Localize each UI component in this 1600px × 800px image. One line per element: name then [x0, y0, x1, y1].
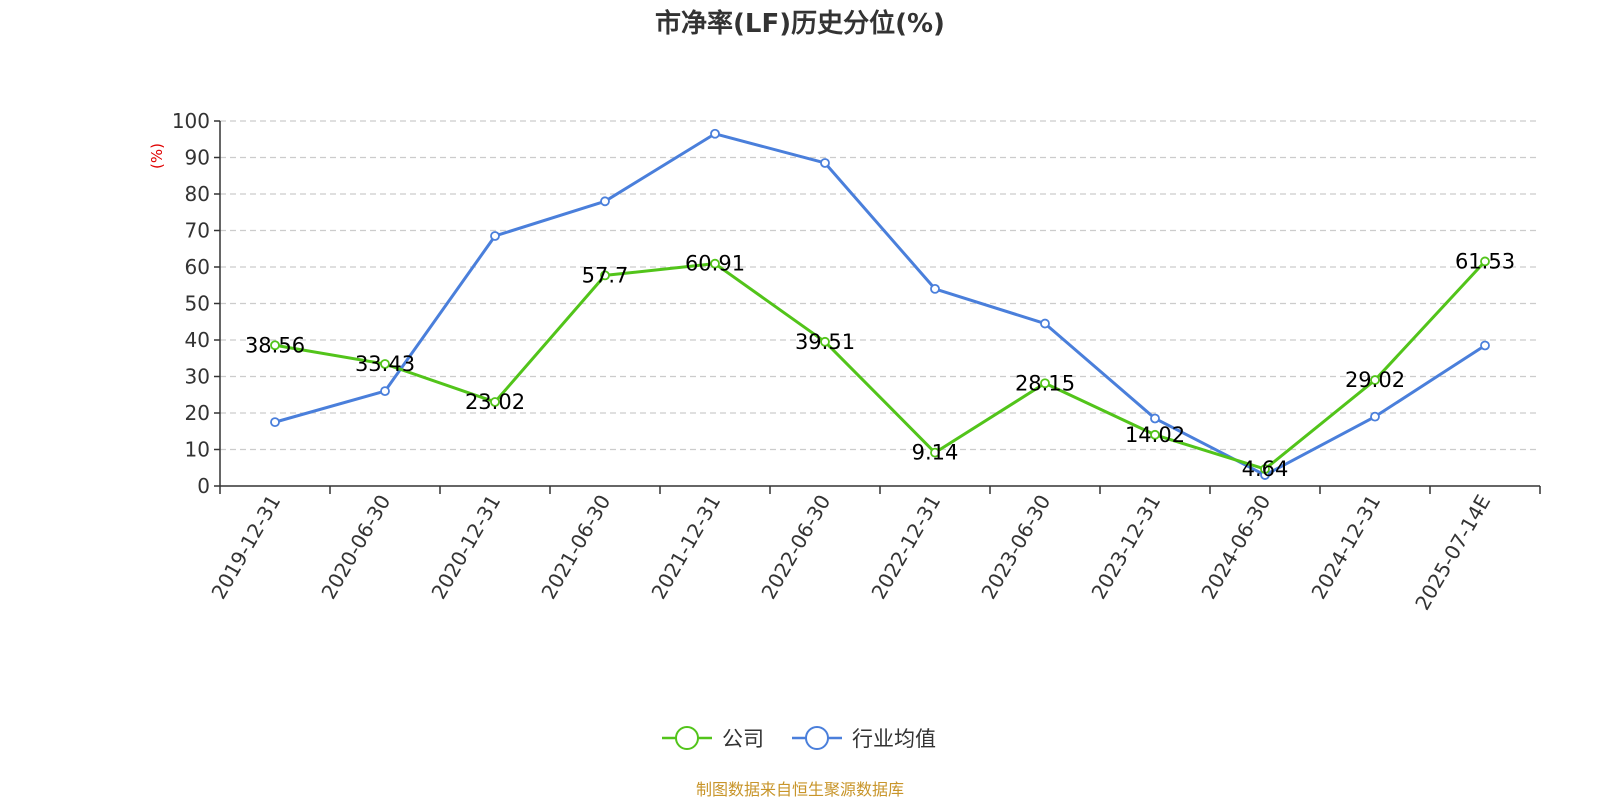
- data-point: [1370, 375, 1380, 385]
- x-tick-label: 2025-07-14E: [1410, 491, 1495, 615]
- data-point: [600, 196, 610, 207]
- y-tick-label: 30: [185, 365, 210, 389]
- y-tick-label: 20: [185, 401, 210, 425]
- data-point: [270, 340, 280, 351]
- data-point: [270, 417, 280, 428]
- legend-label: 行业均值: [852, 727, 936, 751]
- legend-label: 公司: [722, 727, 764, 751]
- data-point: [1040, 318, 1050, 329]
- y-tick-label: 40: [185, 328, 210, 352]
- x-tick-label: 2022-12-31: [866, 491, 945, 604]
- y-tick-label: 100: [172, 109, 210, 133]
- source-note: 制图数据来自恒生聚源数据库: [696, 780, 904, 799]
- x-tick-label: 2022-06-30: [756, 491, 835, 604]
- data-label: 9.14: [912, 441, 959, 465]
- data-label: 14.02: [1125, 423, 1185, 447]
- data-label: 38.56: [245, 333, 305, 357]
- data-label: 28.15: [1015, 371, 1075, 395]
- data-point: [1040, 378, 1050, 389]
- data-point: [930, 283, 940, 294]
- data-point: [380, 359, 390, 369]
- y-tick-label: 10: [185, 438, 210, 462]
- data-labels: 38.56 33.43 23.02 57.7 60.91 39.51 9.14 28.15 14…: [245, 249, 1515, 481]
- data-point: [930, 447, 940, 458]
- x-tick-label: 2021-06-30: [536, 491, 615, 604]
- data-point: [380, 386, 390, 397]
- data-label: 29.02: [1345, 368, 1405, 392]
- data-label: 57.7: [582, 263, 629, 287]
- legend-marker: [805, 726, 829, 750]
- data-label: 61.53: [1455, 249, 1515, 273]
- y-tick-label: 0: [197, 474, 210, 498]
- data-point: [1480, 340, 1490, 351]
- data-point: [490, 231, 500, 241]
- data-point: [1260, 464, 1270, 474]
- data-point: [710, 258, 720, 269]
- data-label: 33.43: [355, 352, 415, 376]
- data-point: [710, 128, 720, 139]
- legend[interactable]: 公司 行业均值: [662, 726, 936, 751]
- series-group: [270, 128, 1490, 480]
- data-label: 23.02: [465, 390, 525, 414]
- data-point: [1150, 413, 1160, 424]
- x-tick-label: 2021-12-31: [646, 491, 725, 604]
- y-axis-ticks: 0 10 20 30 40 50 60 70 80 90 100: [172, 109, 220, 498]
- data-point: [1480, 256, 1490, 267]
- y-tick-label: 90: [185, 146, 210, 170]
- x-tick-label: 2024-06-30: [1196, 491, 1275, 604]
- y-axis-unit: (%): [148, 143, 166, 169]
- series-line: [274, 260, 1487, 471]
- y-tick-label: 60: [185, 255, 210, 279]
- x-tick-label: 2019-12-31: [206, 491, 285, 604]
- legend-marker: [675, 726, 699, 750]
- x-tick-label: 2020-12-31: [426, 491, 505, 604]
- data-point: [600, 270, 610, 281]
- data-point: [820, 158, 830, 168]
- data-point: [1370, 411, 1380, 422]
- x-tick-label: 2023-12-31: [1086, 491, 1165, 604]
- data-point: [490, 397, 500, 407]
- x-tick-label: 2024-12-31: [1306, 491, 1385, 604]
- series-line: [274, 132, 1486, 477]
- chart-title: 市净率(LF)历史分位(%): [655, 8, 945, 39]
- y-tick-label: 80: [185, 182, 210, 206]
- grid-lines: [220, 120, 1540, 451]
- data-label: 4.64: [1242, 457, 1289, 481]
- data-point: [820, 336, 830, 347]
- x-tick-label: 2020-06-30: [316, 491, 395, 604]
- axes: [219, 121, 1541, 494]
- x-axis-ticks: 2019-12-31 2020-06-30 2020-12-31 2021-06-30…: [206, 491, 1495, 615]
- data-point: [1150, 429, 1160, 440]
- data-label: 60.91: [685, 252, 745, 276]
- x-tick-label: 2023-06-30: [976, 491, 1055, 604]
- data-label: 39.51: [795, 330, 855, 354]
- y-tick-label: 50: [185, 292, 210, 316]
- y-tick-label: 70: [185, 219, 210, 243]
